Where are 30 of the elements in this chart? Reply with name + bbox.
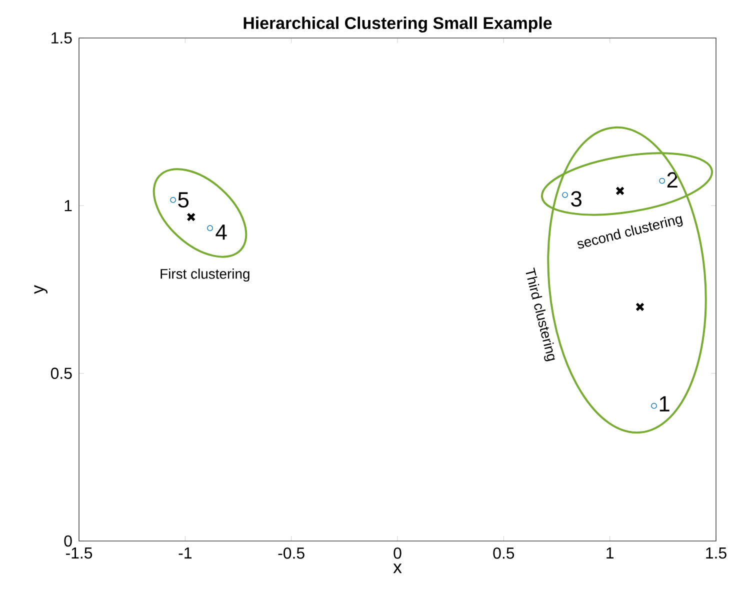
x-tick-label: -0.5 [278,548,304,559]
point [636,302,644,312]
y-tick-label: 0.5 [50,368,72,379]
annotation: 5 [178,192,189,208]
x-tick-label: 1 [606,548,614,558]
chart-title: Hierarchical Clustering Small Example [244,16,552,32]
point [616,186,624,196]
point [659,178,666,184]
point [562,192,568,198]
x-tick-label: -1 [178,548,192,558]
x-tick-label: 1.5 [706,548,726,559]
y-axis-title: y [34,285,48,294]
annotation: 4 [216,224,227,240]
y-tick-label: 0 [64,535,72,547]
y-tick-label: 1.5 [52,32,72,44]
x-tick-label: 0 [394,548,402,559]
annotation: second clustering [578,216,683,249]
annotation: 3 [571,191,582,207]
annotation: Third clustering [526,268,555,362]
annotation: 1 [660,396,670,412]
annotation: 2 [667,172,678,188]
point [186,212,196,222]
x-tick-label: -1.5 [66,548,92,559]
x-axis-title: x [393,564,402,574]
x-tick-label: 0.5 [493,548,514,559]
point [207,225,213,232]
point [170,197,176,203]
point [651,402,657,409]
annotation: First clustering [160,268,250,282]
y-tick-label: 1 [64,200,72,212]
